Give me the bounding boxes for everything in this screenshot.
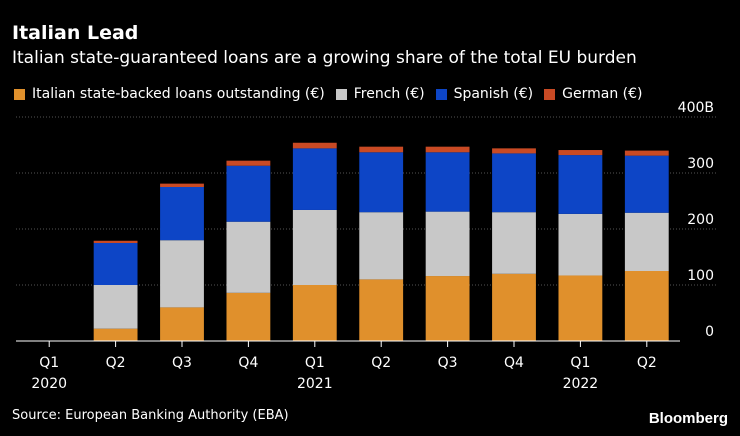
x-year-label: 2020: [31, 376, 67, 392]
bar-segment-german: [292, 142, 337, 149]
bar-segment-italian: [226, 292, 271, 341]
legend-item-italian: Italian state-backed loans outstanding (…: [14, 86, 325, 102]
y-tick-label: 200: [687, 212, 714, 228]
bar-segment-german: [425, 146, 470, 153]
bar-segment-german: [624, 150, 669, 156]
bar-segment-spanish: [226, 165, 271, 222]
bar-segment-spanish: [558, 155, 603, 214]
bar-segment-spanish: [425, 152, 470, 212]
bar-segment-italian: [93, 328, 138, 341]
legend-swatch-german: [544, 88, 556, 100]
x-tick-label: Q1: [570, 355, 590, 371]
x-tick-label: Q1: [39, 355, 59, 371]
x-year-label: 2022: [563, 376, 599, 392]
legend-label-german: German (€): [562, 86, 643, 102]
bar-segment-french: [624, 212, 669, 271]
legend: Italian state-backed loans outstanding (…: [14, 86, 654, 102]
bar-segment-italian: [492, 273, 536, 341]
bar-segment-italian: [425, 276, 470, 341]
legend-item-spanish: Spanish (€): [435, 86, 534, 102]
bar-segment-spanish: [359, 152, 404, 213]
bar-segment-spanish: [624, 155, 669, 213]
x-tick-label: Q1: [305, 355, 325, 371]
legend-item-french: French (€): [335, 86, 425, 102]
x-tick-label: Q4: [504, 355, 524, 371]
x-tick-label: Q2: [371, 355, 391, 371]
y-tick-label: 300: [687, 156, 714, 172]
bar-segment-italian: [558, 275, 603, 341]
bar-segment-spanish: [160, 187, 204, 241]
bar-segment-french: [359, 212, 404, 280]
bar-segment-german: [160, 183, 204, 187]
x-tick-label: Q3: [438, 355, 458, 371]
legend-item-german: German (€): [544, 86, 643, 102]
legend-swatch-french: [335, 88, 347, 100]
bar-segment-french: [558, 213, 603, 276]
bar-segment-german: [359, 146, 404, 153]
bar-segment-italian: [359, 279, 404, 341]
bar-segment-french: [492, 212, 536, 274]
legend-swatch-italian: [14, 88, 25, 100]
bar-segment-italian: [160, 307, 204, 341]
bar-segment-french: [93, 285, 138, 329]
x-year-label: 2021: [297, 376, 333, 392]
bar-segment-french: [226, 221, 271, 293]
legend-label-french: French (€): [353, 86, 425, 102]
bar-segment-french: [292, 209, 337, 285]
bar-segment-spanish: [292, 148, 337, 210]
bar-segment-spanish: [93, 243, 138, 285]
bar-segment-french: [160, 240, 204, 308]
x-tick-label: Q2: [106, 355, 126, 371]
bar-segment-german: [226, 160, 271, 166]
bar-segment-italian: [624, 271, 669, 341]
bar-segment-italian: [292, 285, 337, 341]
bar-segment-german: [492, 148, 536, 154]
x-tick-label: Q2: [637, 355, 657, 371]
legend-label-italian: Italian state-backed loans outstanding (…: [32, 86, 325, 102]
bar-segment-french: [425, 211, 470, 277]
y-tick-label: 100: [687, 268, 714, 284]
chart-title: Italian Lead: [12, 22, 139, 44]
legend-label-spanish: Spanish (€): [453, 86, 534, 102]
legend-swatch-spanish: [435, 88, 447, 100]
bloomberg-logo: Bloomberg: [648, 410, 728, 427]
bar-segment-spanish: [492, 153, 536, 213]
bar-segment-german: [558, 150, 603, 156]
y-tick-label: 0: [705, 324, 714, 340]
y-tick-label: 400B: [678, 100, 714, 116]
bar-segment-german: [93, 240, 138, 243]
source-note: Source: European Banking Authority (EBA): [12, 408, 289, 423]
x-tick-label: Q4: [238, 355, 258, 371]
chart-subtitle: Italian state-guaranteed loans are a gro…: [12, 48, 637, 68]
x-tick-label: Q3: [172, 355, 192, 371]
